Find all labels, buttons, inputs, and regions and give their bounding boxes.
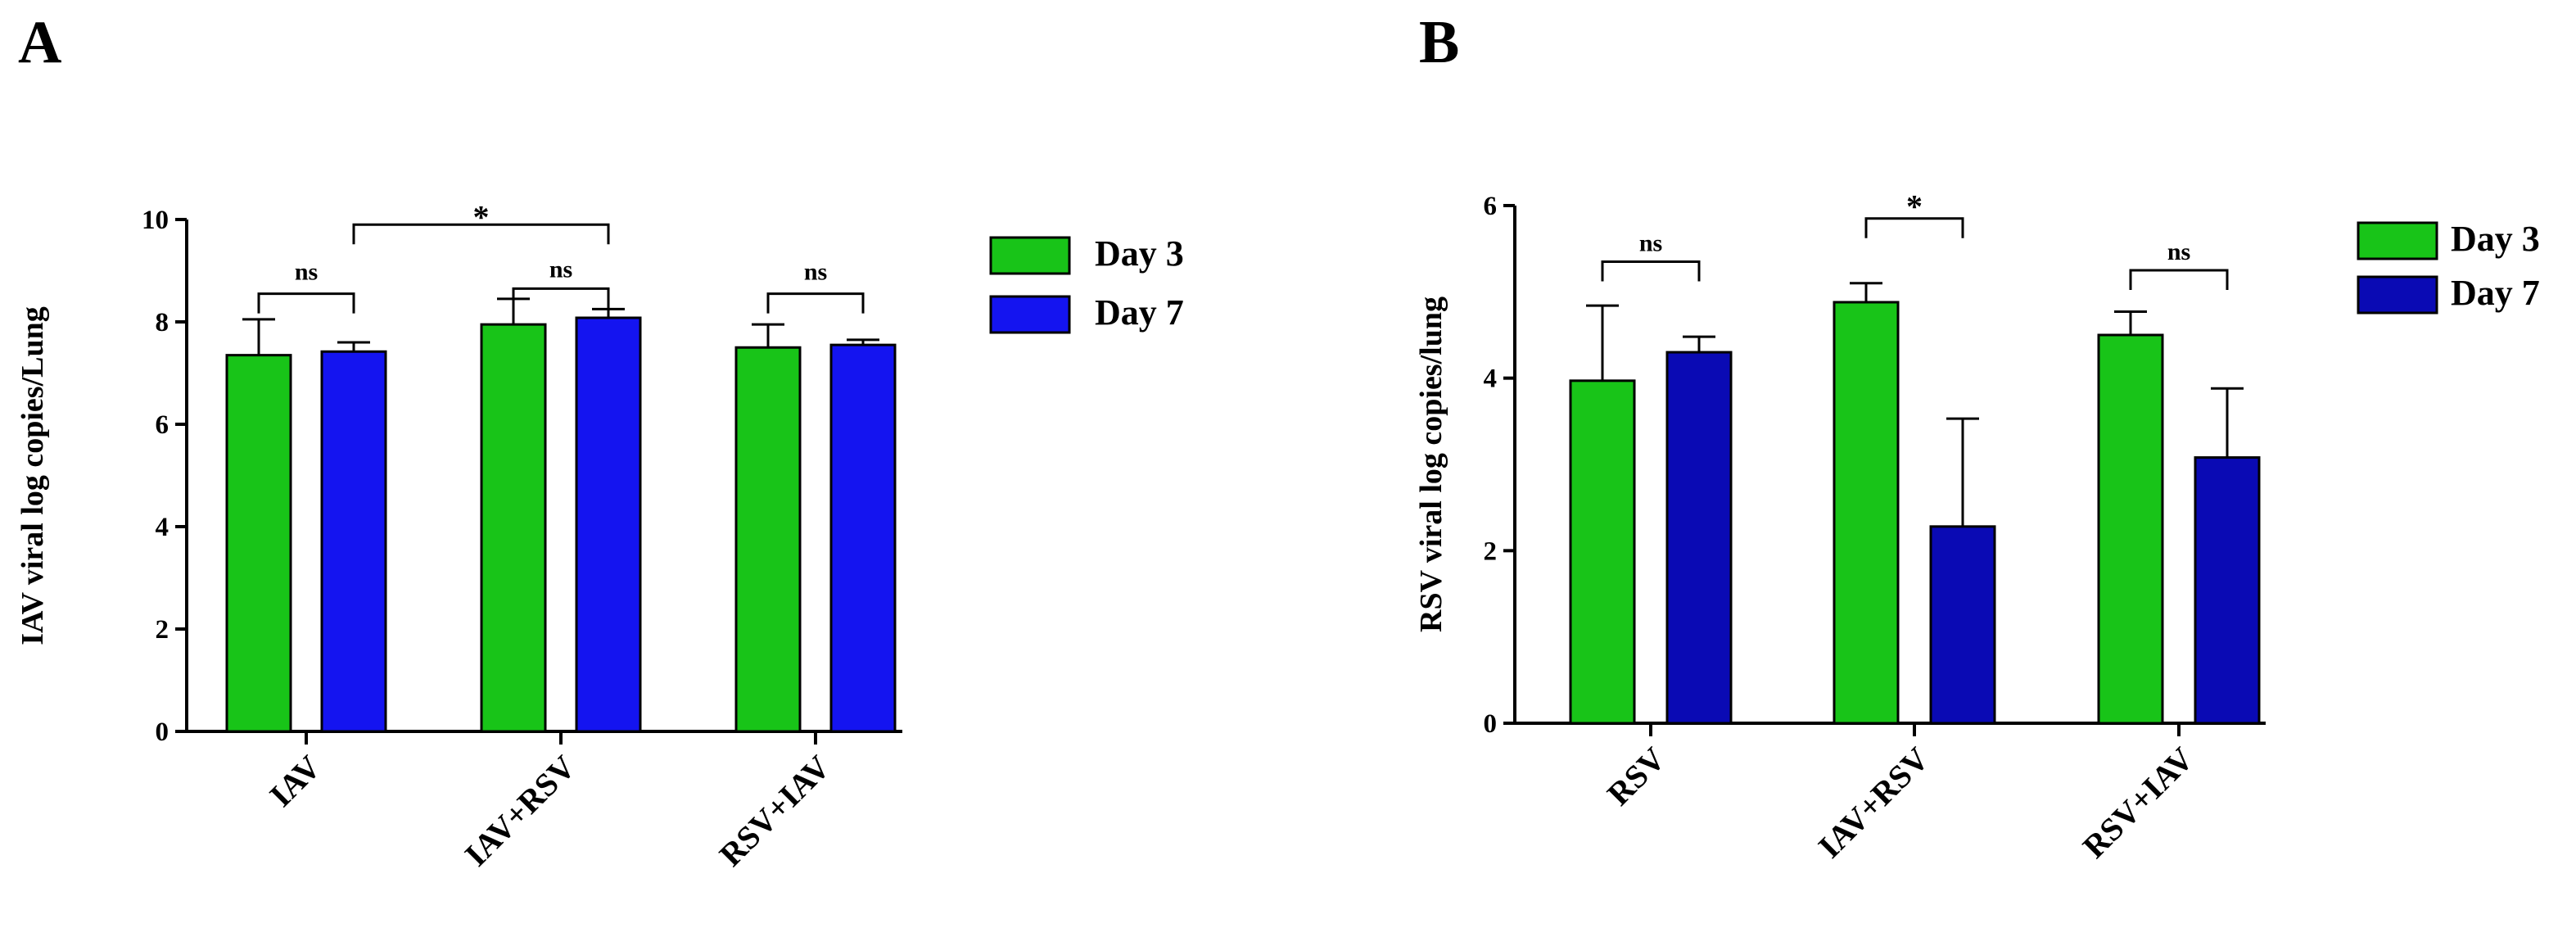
significance-label: * (473, 199, 490, 236)
bar (734, 346, 802, 733)
bar (225, 354, 292, 733)
legend-swatch (2357, 221, 2438, 260)
significance-label: ns (295, 259, 318, 286)
significance-label: ns (2167, 238, 2190, 265)
category-label: RSV+IAV (2076, 740, 2201, 865)
significance-label: ns (804, 259, 827, 286)
significance-label: * (1906, 188, 1923, 225)
legend-label: Day 3 (2451, 219, 2540, 259)
legend-swatch (989, 236, 1071, 275)
y-tick-label: 6 (156, 410, 169, 440)
significance-bracket (1601, 260, 1701, 282)
bar (575, 316, 642, 733)
category-label: RSV (1600, 740, 1672, 812)
panel-b-chart: 0 2 4 6 RSV viral log copies/lung RSV IAV+RSV R… (1414, 188, 2540, 866)
panel-label-a: A (18, 9, 61, 76)
significance-label: ns (1639, 229, 1662, 256)
significance-bracket (1864, 217, 1964, 238)
y-tick-label: 6 (1484, 192, 1498, 221)
bar (1833, 301, 1900, 725)
bar (1665, 351, 1733, 725)
legend-label: Day 3 (1095, 233, 1184, 274)
y-tick-label: 0 (156, 717, 169, 747)
y-axis-title: RSV viral log copies/lung (1414, 296, 1448, 632)
y-tick-label: 8 (156, 308, 169, 337)
significance-bracket (766, 292, 865, 314)
category-label: IAV+RSV (1811, 740, 1937, 865)
category-label: IAV+RSV (458, 748, 583, 873)
bar (320, 350, 387, 733)
bar (1929, 525, 1996, 725)
panel-a-chart: 0 2 4 6 8 10 IAV viral log copies/Lung IAV IAV+R… (16, 199, 1184, 874)
bar (2097, 333, 2164, 725)
panel-label-b: B (1419, 9, 1459, 76)
significance-bracket (352, 223, 610, 245)
category-label: RSV+IAV (712, 748, 838, 873)
bar (480, 323, 547, 733)
y-tick-label: 10 (142, 206, 169, 235)
y-tick-label: 2 (1484, 536, 1498, 566)
significance-label: ns (549, 256, 572, 283)
legend-label: Day 7 (2451, 273, 2540, 313)
y-tick-label: 0 (1484, 709, 1498, 739)
legend-label: Day 7 (1095, 292, 1184, 333)
y-tick-label: 4 (156, 513, 169, 542)
legend-swatch (989, 295, 1071, 334)
significance-bracket (257, 292, 355, 314)
bar (829, 343, 897, 733)
y-axis-title: IAV viral log copies/Lung (16, 306, 50, 645)
significance-bracket (512, 287, 610, 309)
y-tick-label: 4 (1484, 364, 1498, 394)
significance-bracket (2129, 269, 2229, 290)
bar (2194, 456, 2261, 725)
y-tick-label: 2 (156, 615, 169, 645)
bar (1569, 379, 1636, 725)
legend-swatch (2357, 275, 2438, 315)
category-label: IAV (262, 748, 328, 813)
